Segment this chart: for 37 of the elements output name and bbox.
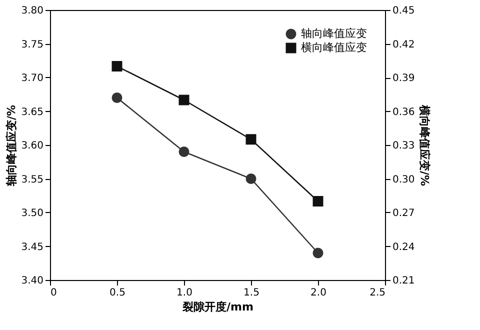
y-tick-label: 3.80 xyxy=(21,6,44,16)
y2-tick-label: 0.45 xyxy=(392,6,415,16)
y2-tick-label: 0.21 xyxy=(392,276,415,286)
y2-tick-label: 0.24 xyxy=(392,242,415,253)
y-tick-label: 3.65 xyxy=(21,106,44,118)
x-tick-label: 2.0 xyxy=(310,288,326,298)
y2-tick-label: 0.33 xyxy=(392,140,415,152)
x-tick-label: 2.5 xyxy=(370,288,386,298)
y2-tick-label: 0.27 xyxy=(392,208,415,219)
y2-tick-label: 0.39 xyxy=(392,73,415,84)
y-tick-label: 3.75 xyxy=(21,39,44,50)
y-tick-label: 3.70 xyxy=(21,73,44,84)
point xyxy=(178,94,190,106)
legend-label: 横向峰值应变 xyxy=(301,41,367,54)
y2-axis-title: 横向峰值应变/% xyxy=(418,104,431,186)
y-axis-title: 轴向峰值应变/% xyxy=(5,104,18,188)
y-tick-label: 3.45 xyxy=(21,242,44,253)
x-tick-label: 0.5 xyxy=(110,288,126,298)
point xyxy=(312,196,324,206)
x-tick-label: 1.5 xyxy=(244,288,260,298)
point xyxy=(312,248,324,258)
point xyxy=(112,61,122,72)
point xyxy=(246,174,256,184)
point xyxy=(246,134,256,145)
x-axis-title: 裂隙开度/mm xyxy=(182,300,254,314)
y-tick-label: 3.55 xyxy=(21,174,44,186)
y-tick-label: 3.60 xyxy=(21,140,44,152)
y-tick-label: 3.40 xyxy=(21,276,44,286)
x-tick-label: 1.0 xyxy=(176,288,192,298)
x-tick-label: 0 xyxy=(50,288,57,298)
legend-label: 轴向峰值应变 xyxy=(301,27,367,40)
point xyxy=(112,92,122,103)
y2-tick-label: 0.36 xyxy=(392,106,415,118)
y-tick-label: 3.50 xyxy=(21,208,44,219)
point xyxy=(178,146,190,157)
y2-tick-label: 0.30 xyxy=(392,174,415,186)
y2-tick-label: 0.42 xyxy=(392,39,415,50)
